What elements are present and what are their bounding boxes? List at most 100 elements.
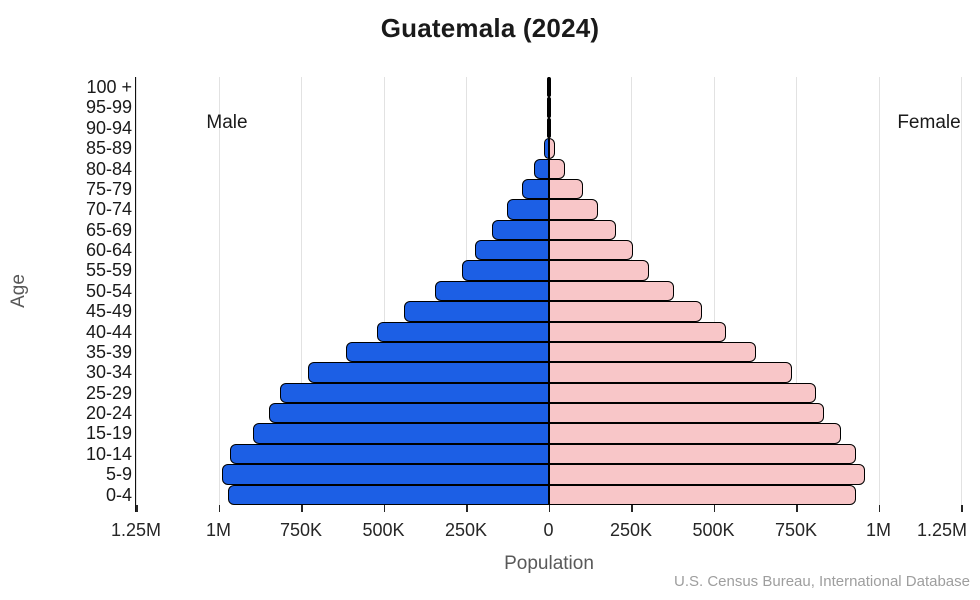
x-axis-tick	[631, 505, 633, 512]
gridline	[713, 77, 715, 505]
gridline	[961, 77, 962, 505]
gridline	[218, 77, 220, 505]
pyramid-row-50-54	[136, 280, 961, 302]
female-bar-90-94	[548, 117, 552, 139]
age-tick-label: 70-74	[85, 199, 132, 220]
female-bar-30-34	[548, 362, 793, 383]
x-tick-label: 1M	[865, 520, 892, 540]
chart-title: Guatemala (2024)	[380, 13, 600, 43]
pyramid-row-35-39	[136, 341, 961, 363]
x-tick-label: 750K	[279, 520, 323, 540]
male-bar-85-89	[544, 138, 549, 159]
age-tick-label: 65-69	[85, 219, 132, 240]
pyramid-row-5-9	[136, 464, 961, 485]
gridline	[136, 77, 137, 505]
male-bar-50-54	[435, 280, 549, 302]
male-bar-0-4	[228, 484, 549, 505]
male-annotation: Male	[206, 112, 248, 133]
x-tick-label: 0	[543, 520, 554, 540]
female-bar-20-24	[548, 403, 824, 424]
x-axis-tick	[218, 505, 220, 512]
male-bar-15-19	[252, 423, 549, 444]
pyramid-row-40-44	[136, 321, 961, 342]
male-bar-10-14	[230, 443, 549, 465]
male-bar-65-69	[491, 219, 549, 241]
female-bar-60-64	[548, 240, 634, 261]
female-bar-45-49	[548, 301, 703, 322]
x-tick-label: 500K	[362, 520, 405, 540]
female-bar-50-54	[548, 280, 674, 302]
female-bar-0-4	[548, 484, 857, 505]
female-bar-65-69	[548, 219, 617, 241]
age-tick-label: 85-89	[85, 138, 132, 159]
age-tick-label: 5-9	[105, 464, 132, 485]
female-bar-80-84	[548, 158, 566, 179]
x-tick-label: 500K	[692, 520, 735, 540]
female-bar-25-29	[548, 382, 817, 404]
x-axis-tick	[466, 505, 468, 512]
x-axis-tick	[713, 505, 715, 512]
male-bar-40-44	[377, 321, 549, 342]
x-axis-tick	[878, 505, 880, 512]
pyramid-row-10-14	[136, 443, 961, 465]
gridline	[878, 77, 880, 505]
age-tick-label: 30-34	[85, 362, 132, 383]
pyramid-row-75-79	[136, 178, 961, 200]
female-bar-5-9	[548, 464, 865, 485]
pyramid-row-60-64	[136, 240, 961, 261]
x-tick-label: 250K	[609, 520, 653, 540]
male-bar-75-79	[522, 178, 549, 200]
female-bar-95-99	[548, 97, 551, 118]
age-tick-label: 90-94	[85, 117, 132, 138]
age-tick-label: 50-54	[85, 280, 132, 301]
female-annotation: Female	[897, 112, 961, 133]
y-axis-labels: 100 +95-99 90-94 85-89 80-84 75-79 70-74 65-69…	[40, 77, 132, 505]
plot-area	[135, 77, 962, 512]
age-tick-label: 75-79	[85, 178, 132, 199]
pyramid-row-20-24	[136, 403, 961, 424]
x-axis-tick	[301, 505, 303, 512]
male-bar-55-59	[462, 260, 549, 281]
age-tick-label: 45-49	[85, 301, 132, 322]
pyramid-row-80-84	[136, 158, 961, 179]
x-axis-title: Population	[504, 553, 594, 574]
age-tick-label: 25-29	[85, 382, 132, 403]
female-bar-15-19	[548, 423, 842, 444]
x-axis-tick	[383, 505, 385, 512]
x-tick-label: 1.25M	[916, 520, 968, 540]
male-bar-45-49	[404, 301, 549, 322]
male-bar-30-34	[307, 362, 549, 383]
pyramid-row-45-49	[136, 301, 961, 322]
age-tick-label: 35-39	[85, 341, 132, 362]
x-axis-tick	[796, 505, 798, 512]
x-tick-label: 1M	[205, 520, 232, 540]
pyramid-row-70-74	[136, 199, 961, 220]
female-bar-70-74	[548, 199, 598, 220]
x-tick-label: 750K	[774, 520, 818, 540]
age-tick-label: 15-19	[85, 423, 132, 444]
pyramid-row-30-34	[136, 362, 961, 383]
gridline	[301, 77, 302, 505]
female-bar-75-79	[548, 178, 583, 200]
male-bar-60-64	[475, 240, 549, 261]
male-bar-35-39	[345, 341, 549, 363]
age-tick-label: 40-44	[85, 321, 132, 342]
x-axis-tick	[548, 505, 550, 512]
pyramid-row-55-59	[136, 260, 961, 281]
female-bar-85-89	[548, 138, 556, 159]
x-tick-label: 1.25M	[110, 520, 162, 540]
age-tick-label: 20-24	[85, 403, 132, 424]
age-tick-label: 80-84	[85, 158, 132, 179]
x-tick-label: 250K	[444, 520, 488, 540]
x-axis-tick	[136, 505, 138, 512]
male-bar-80-84	[533, 158, 549, 179]
male-bar-20-24	[269, 403, 549, 424]
female-bar-100+	[548, 77, 551, 98]
pyramid-row-0-4	[136, 484, 961, 505]
gridline	[383, 77, 385, 505]
pyramid-row-25-29	[136, 382, 961, 404]
pyramid-row-100+	[136, 77, 961, 98]
x-axis-tick	[961, 505, 963, 512]
age-tick-label: 60-64	[85, 240, 132, 261]
